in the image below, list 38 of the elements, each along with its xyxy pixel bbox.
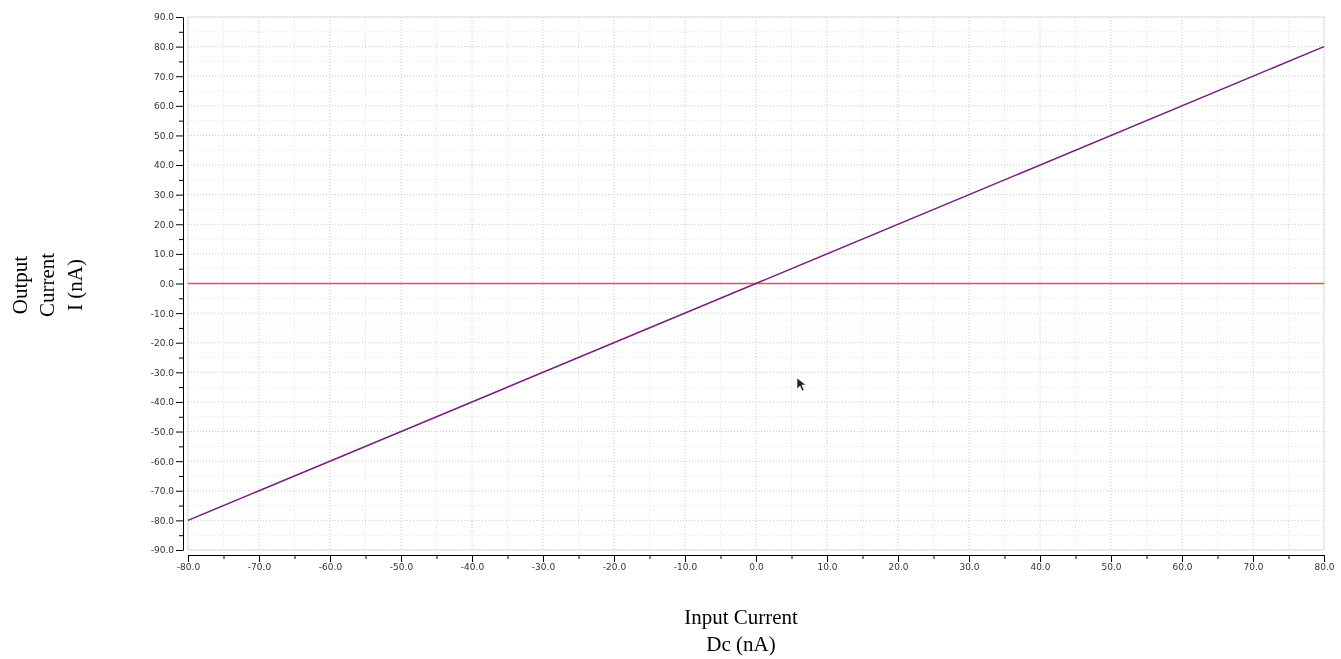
y-tick-label: 60.0: [153, 101, 175, 112]
y-tick-label: 20.0: [153, 219, 175, 230]
y-tick-label: 90.0: [153, 12, 175, 23]
x-tick-label: 30.0: [959, 562, 980, 573]
x-tick-label: -30.0: [531, 562, 556, 573]
y-axis-title: Output Current I (nA): [8, 252, 87, 318]
x-tick-label: -50.0: [389, 562, 414, 573]
x-tick-label: -70.0: [247, 562, 272, 573]
x-tick-label: -60.0: [318, 562, 343, 573]
y-tick-label: 30.0: [153, 190, 175, 201]
x-tick-label: 0.0: [749, 562, 764, 573]
x-tick-label: 60.0: [1172, 562, 1193, 573]
x-axis-title: Input Current Dc (nA): [684, 605, 799, 657]
y-tick-label: -50.0: [150, 426, 175, 437]
x-tick-label: 20.0: [888, 562, 909, 573]
x-tick-label: -10.0: [673, 562, 698, 573]
y-tick-label: -30.0: [150, 367, 175, 378]
x-tick-label: 80.0: [1314, 562, 1335, 573]
x-tick-label: 40.0: [1030, 562, 1051, 573]
y-tick-label: -90.0: [150, 545, 175, 556]
x-tick-label: 70.0: [1243, 562, 1264, 573]
y-tick-label: -70.0: [150, 486, 175, 497]
y-tick-label: 80.0: [153, 41, 175, 52]
x-tick-label: 50.0: [1101, 562, 1122, 573]
y-tick-label: -10.0: [150, 308, 175, 319]
x-tick-label: -40.0: [460, 562, 485, 573]
y-tick-label: 70.0: [153, 71, 175, 82]
y-tick-label: 10.0: [153, 249, 175, 260]
y-tick-label: 50.0: [153, 130, 175, 141]
y-tick-label: -40.0: [150, 397, 175, 408]
y-tick-label: -60.0: [150, 456, 175, 467]
y-tick-label: -20.0: [150, 338, 175, 349]
x-tick-label: 10.0: [817, 562, 838, 573]
y-tick-label: 40.0: [153, 160, 175, 171]
x-tick-label: -80.0: [176, 562, 201, 573]
y-tick-label: -80.0: [150, 515, 175, 526]
x-tick-label: -20.0: [602, 562, 627, 573]
y-tick-label: 0.0: [159, 278, 175, 289]
